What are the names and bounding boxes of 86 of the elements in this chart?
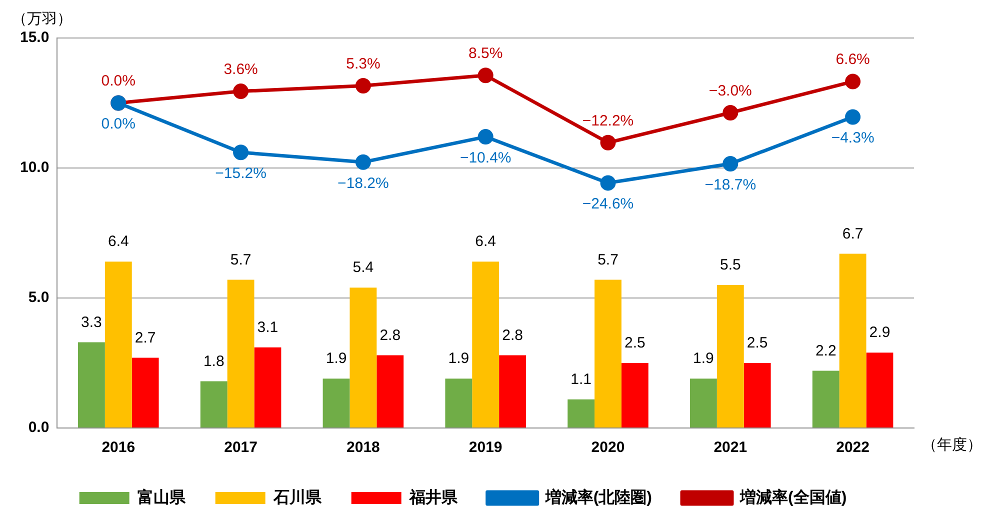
bar — [132, 358, 159, 428]
y-tick-label: 10.0 — [20, 159, 50, 176]
legend-label: 増減率(北陸圏) — [544, 487, 652, 506]
data-label: 5.7 — [230, 251, 252, 268]
x-tick-label: 2017 — [224, 439, 258, 456]
point — [845, 74, 861, 90]
point — [478, 68, 494, 84]
data-label: 2.8 — [502, 326, 523, 344]
data-label: 2.5 — [746, 334, 768, 352]
data-label: 6.6% — [836, 51, 870, 68]
y-tick-label: 0.0 — [28, 419, 50, 436]
data-label: 1.1 — [570, 371, 592, 388]
bar — [104, 262, 132, 428]
data-label: −18.7% — [704, 176, 756, 194]
point — [355, 78, 371, 94]
data-label: 8.5% — [468, 45, 503, 62]
data-label: −10.4% — [460, 149, 512, 166]
data-label: 0.0% — [101, 72, 136, 90]
data-label: 2.2 — [815, 342, 836, 360]
data-label: −15.2% — [215, 165, 266, 182]
legend-label: 石川県 — [272, 488, 322, 506]
data-label: 6.4 — [475, 233, 496, 250]
y-axis-title: （万羽） — [12, 10, 72, 28]
data-label: 3.3 — [81, 314, 102, 331]
bar — [866, 352, 894, 428]
x-tick-label: 2019 — [468, 439, 502, 456]
y-tick-label: 15.0 — [20, 29, 50, 46]
point — [600, 175, 616, 191]
data-label: 2.8 — [380, 326, 401, 344]
data-label: −3.0% — [708, 82, 752, 100]
point — [845, 109, 861, 125]
data-label: 3.6% — [224, 60, 258, 78]
bar — [376, 355, 404, 428]
point — [478, 129, 494, 145]
data-label: 1.9 — [448, 350, 470, 368]
data-label: −18.2% — [338, 174, 389, 192]
x-tick-label: 2022 — [836, 439, 870, 456]
bar — [445, 378, 472, 428]
point — [722, 156, 738, 172]
legend-label: 富山県 — [137, 487, 186, 506]
data-label: 5.4 — [352, 259, 374, 276]
x-axis-title: （年度） — [922, 436, 982, 454]
bar — [78, 342, 105, 428]
x-tick-label: 2021 — [714, 439, 748, 456]
point — [722, 105, 738, 120]
data-label: 1.8 — [203, 352, 224, 370]
data-label: 2.7 — [134, 329, 156, 346]
x-tick-label: 2016 — [102, 439, 136, 456]
bar — [839, 254, 866, 428]
data-label: 0.0% — [101, 116, 136, 133]
bar — [594, 280, 622, 428]
bar — [322, 378, 350, 428]
y-tick-label: 5.0 — [28, 289, 50, 306]
data-label: 5.7 — [598, 251, 618, 268]
bar — [472, 262, 500, 428]
bar — [499, 355, 526, 428]
data-label: 3.1 — [257, 319, 278, 336]
data-label: 6.4 — [108, 233, 129, 250]
bar — [254, 347, 282, 428]
bar — [621, 363, 648, 428]
bar — [716, 285, 744, 428]
legend-label: 福井県 — [408, 488, 458, 506]
point — [233, 84, 249, 100]
bar — [227, 280, 254, 428]
bar — [744, 363, 771, 428]
data-label: 5.5 — [720, 256, 741, 274]
bar — [568, 399, 595, 428]
data-label: −12.2% — [582, 112, 634, 130]
data-label: 5.3% — [346, 55, 380, 72]
x-tick-label: 2018 — [346, 439, 380, 456]
data-label: 1.9 — [326, 350, 347, 368]
point — [355, 154, 371, 170]
data-label: −4.3% — [831, 130, 874, 147]
data-label: 1.9 — [693, 350, 714, 368]
point — [600, 134, 616, 150]
bar — [200, 381, 228, 428]
x-tick-label: 2020 — [591, 439, 625, 456]
bar — [690, 378, 717, 428]
legend-label: 増減率(全国値) — [739, 487, 847, 506]
data-label: 2.9 — [869, 324, 890, 342]
data-label: 2.5 — [624, 334, 646, 352]
point — [233, 144, 249, 160]
data-label: −24.6% — [582, 196, 634, 213]
bar — [812, 370, 840, 428]
data-label: 6.7 — [842, 225, 864, 242]
bar — [350, 288, 377, 428]
